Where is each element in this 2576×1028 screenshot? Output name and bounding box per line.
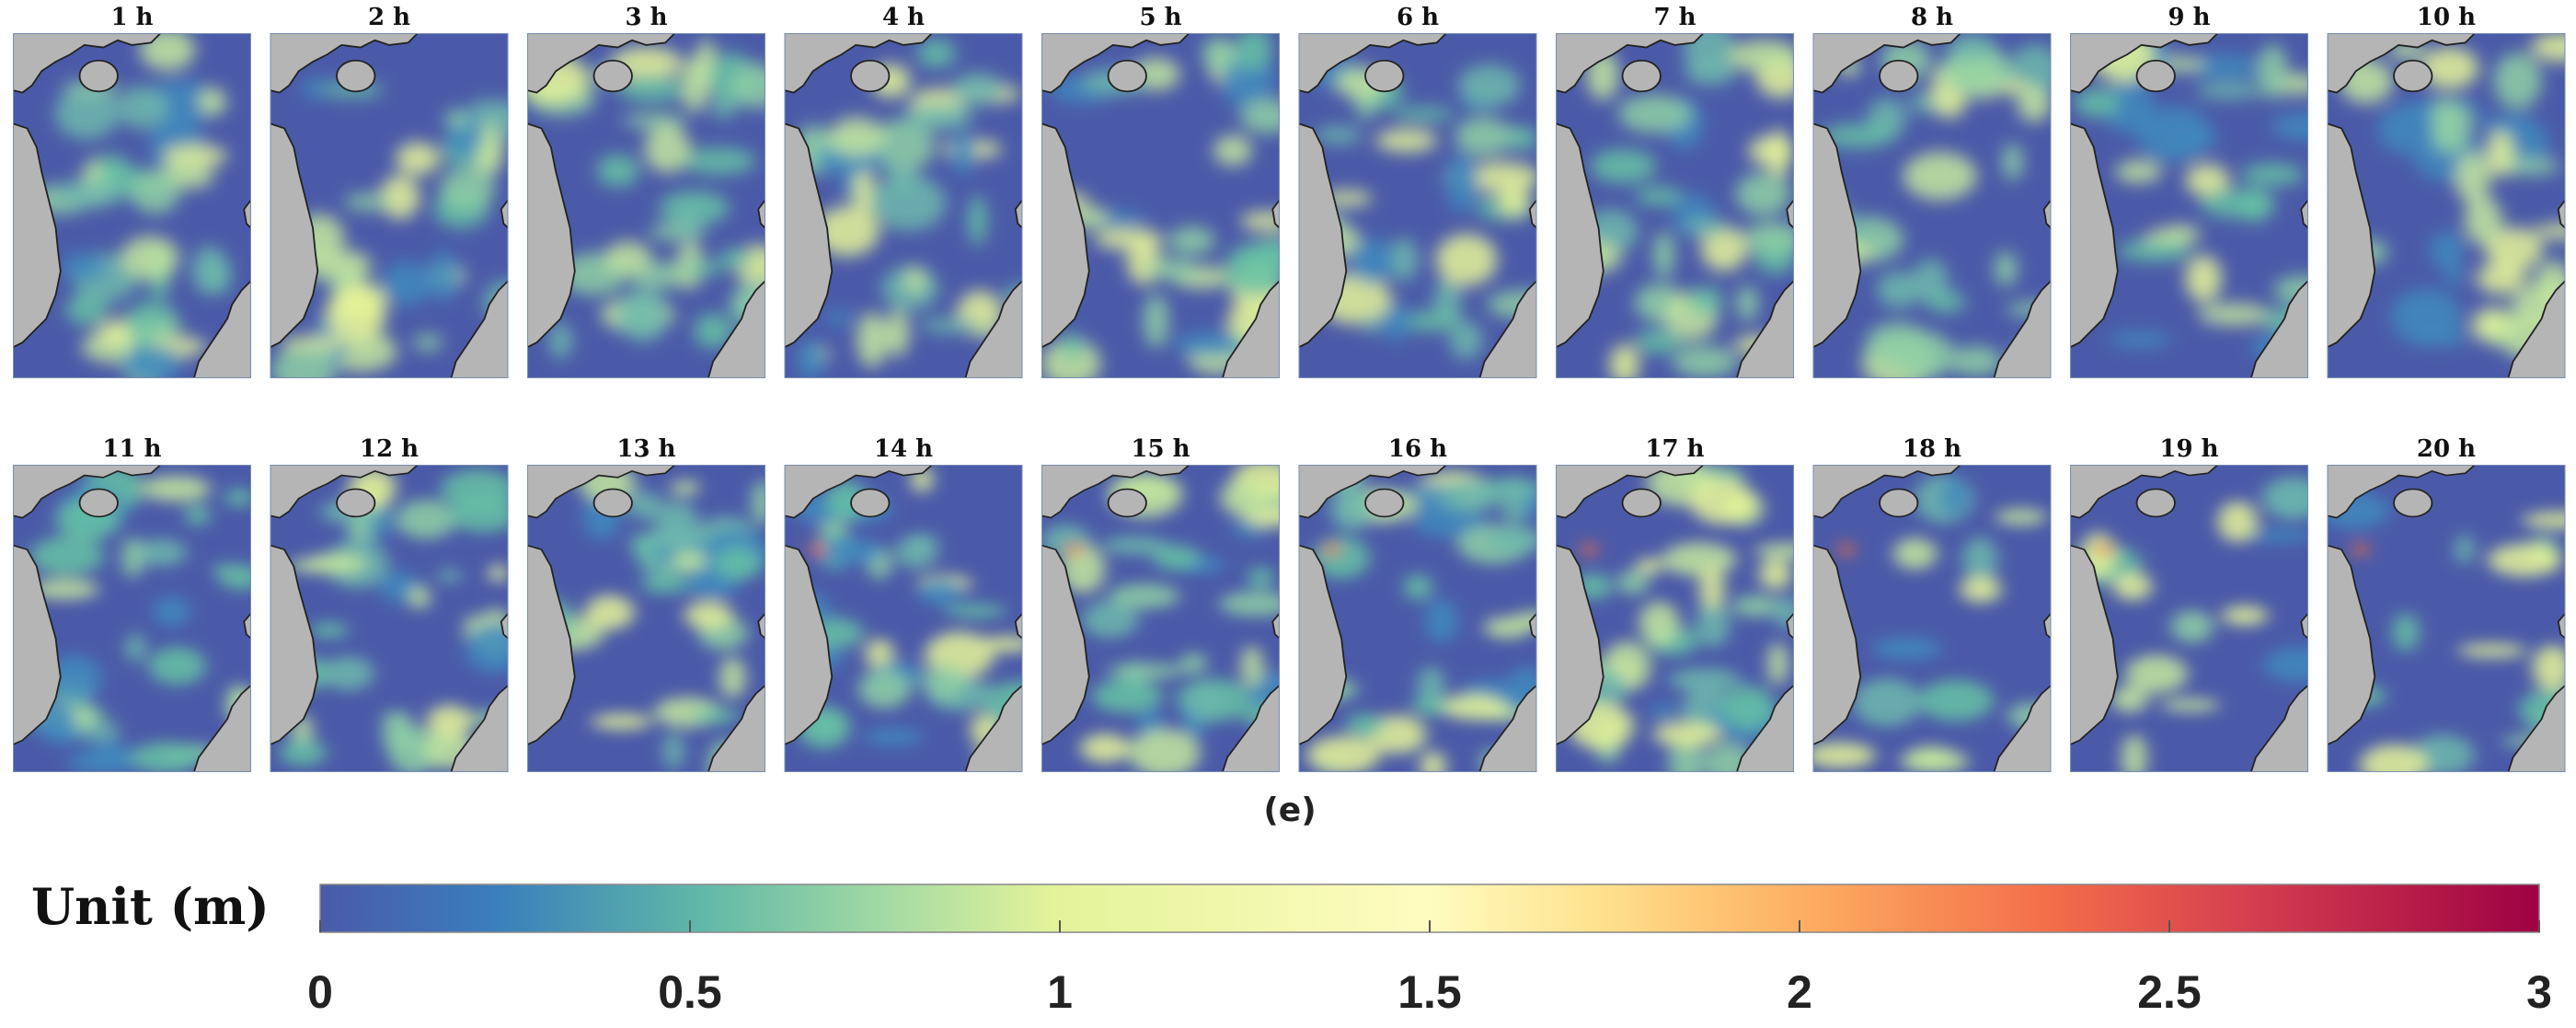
map-panel — [2070, 465, 2308, 772]
map-panel — [1298, 33, 1537, 378]
panel-title: 7 h — [1653, 4, 1696, 31]
colorbar-tick-label: 1 — [1047, 966, 1073, 1018]
panel-title: 1 h — [110, 4, 153, 31]
panel-title: 13 h — [616, 435, 675, 463]
colorbar-tick-label: 1.5 — [1397, 966, 1462, 1018]
panel-title: 17 h — [1645, 435, 1704, 463]
map-panel — [527, 465, 765, 772]
map-panel — [784, 465, 1023, 772]
map-panel — [1556, 33, 1794, 378]
caption: (e) — [1263, 791, 1316, 829]
panel-title: 18 h — [1903, 435, 1961, 463]
map-panel — [270, 33, 509, 378]
map-panel — [270, 465, 509, 772]
panel-title: 2 h — [368, 4, 410, 31]
panel-title: 10 h — [2417, 4, 2476, 31]
map-panel — [1298, 465, 1537, 772]
panel-title: 20 h — [2417, 435, 2476, 463]
panel-title: 5 h — [1139, 4, 1181, 31]
panel-title: 9 h — [2168, 4, 2210, 31]
panel-title: 11 h — [102, 435, 161, 463]
map-panel — [1041, 33, 1280, 378]
map-panel — [784, 33, 1023, 378]
panel-title: 12 h — [360, 435, 419, 463]
map-panel — [527, 33, 765, 378]
map-panel — [13, 33, 251, 378]
map-panel — [1812, 33, 2052, 378]
map-panel — [1812, 465, 2052, 772]
map-panel — [1556, 465, 1794, 772]
colorbar-tick-label: 0 — [307, 966, 333, 1018]
panel-title: 4 h — [882, 4, 925, 31]
map-panel — [1041, 465, 1280, 772]
panel-grid: 1 h 2 h 3 h 4 h 5 h 6 h 7 h 8 h 9 h 10 h 11 h 12 h 1… — [13, 4, 2566, 772]
map-panel — [2070, 33, 2308, 378]
map-panel — [2327, 33, 2566, 378]
colorbar-tick-label: 2.5 — [2137, 966, 2202, 1018]
colorbar-tick-label: 3 — [2526, 966, 2552, 1018]
colorbar-tick-label: 2 — [1787, 966, 1812, 1018]
panel-title: 3 h — [625, 4, 667, 31]
map-panel — [2327, 465, 2566, 772]
map-panel — [13, 465, 251, 772]
colorbar-tick-label: 0.5 — [658, 966, 722, 1018]
colorbar-label: Unit (m) — [31, 877, 270, 936]
panel-title: 14 h — [874, 435, 933, 463]
panel-title: 19 h — [2159, 435, 2218, 463]
panel-title: 6 h — [1397, 4, 1439, 31]
panel-title: 16 h — [1388, 435, 1447, 463]
panel-title: 15 h — [1131, 435, 1190, 463]
colorbar-ticks: 0 0.5 1 1.5 2 2.5 3 — [307, 920, 2552, 1018]
panel-title: 8 h — [1911, 4, 1953, 31]
